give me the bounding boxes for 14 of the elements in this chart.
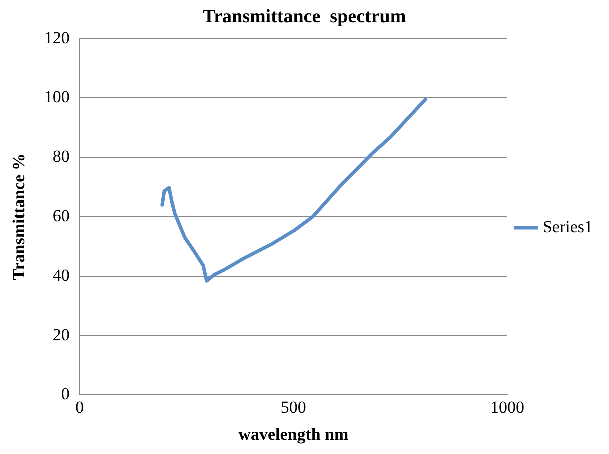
y-tick-label: 100 xyxy=(44,88,70,107)
y-tick-label: 20 xyxy=(52,325,70,344)
chart-title: Transmittance spectrum xyxy=(202,6,406,28)
x-tick-label: 500 xyxy=(280,398,306,417)
y-tick-label: 120 xyxy=(44,28,70,48)
x-axis-title: wavelength nm xyxy=(238,425,349,444)
legend-label: Series1 xyxy=(542,217,593,236)
x-tick-label: 1000 xyxy=(490,398,524,417)
y-tick-label: 0 xyxy=(61,384,70,404)
x-tick-label: 0 xyxy=(76,398,84,417)
y-axis-title: Transmittance % xyxy=(10,154,29,280)
y-tick-label: 80 xyxy=(52,147,70,166)
y-tick-label: 40 xyxy=(52,266,70,285)
y-tick-label: 60 xyxy=(52,206,70,226)
